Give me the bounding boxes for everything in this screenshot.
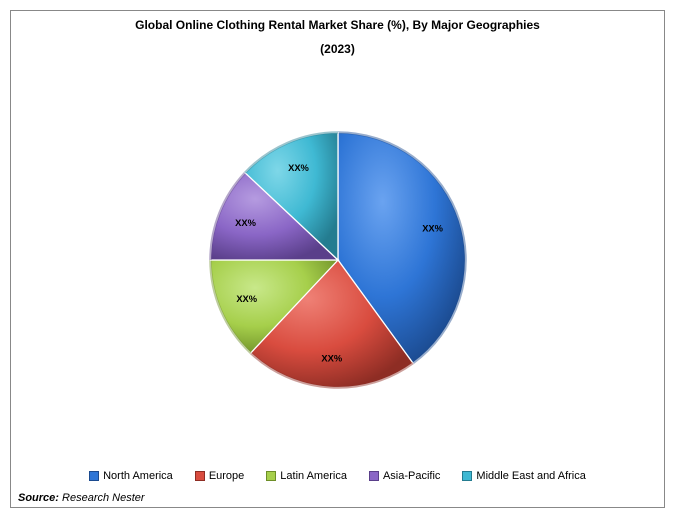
slice-label: XX% [321, 354, 342, 364]
legend-swatch [195, 471, 205, 481]
slice-label: XX% [235, 218, 256, 228]
source-value: Research Nester [62, 492, 145, 504]
legend-swatch [266, 471, 276, 481]
legend-item-north-america: North America [89, 470, 173, 482]
chart-legend: North America Europe Latin America Asia-Pac… [0, 470, 675, 482]
legend-item-europe: Europe [195, 470, 244, 482]
legend-label: Europe [209, 470, 244, 482]
legend-label: Latin America [280, 470, 347, 482]
legend-label: Asia-Pacific [383, 470, 440, 482]
source-label: Source: [18, 492, 59, 504]
legend-label: Middle East and Africa [476, 470, 585, 482]
pie-chart: XX% XX% XX% XX% XX% [168, 90, 508, 430]
slice-label: XX% [236, 294, 257, 304]
legend-swatch [89, 471, 99, 481]
slice-label: XX% [288, 163, 309, 173]
legend-item-latin-america: Latin America [266, 470, 347, 482]
chart-title-line2: (2023) [0, 42, 675, 56]
legend-swatch [462, 471, 472, 481]
legend-item-asia-pacific: Asia-Pacific [369, 470, 440, 482]
slice-label: XX% [422, 224, 443, 234]
legend-item-middle-east-and-africa: Middle East and Africa [462, 470, 585, 482]
chart-title-line1: Global Online Clothing Rental Market Sha… [0, 18, 675, 32]
chart-source: Source: Research Nester [18, 492, 145, 504]
legend-swatch [369, 471, 379, 481]
legend-label: North America [103, 470, 173, 482]
